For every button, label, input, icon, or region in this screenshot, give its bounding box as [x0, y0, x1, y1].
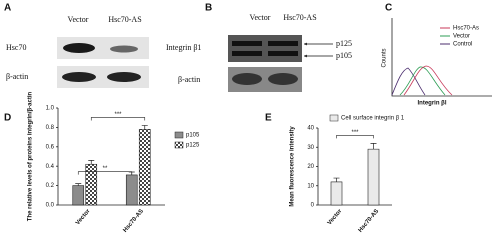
bar — [138, 129, 151, 206]
band — [268, 51, 298, 56]
column-label: Vector — [68, 15, 89, 24]
legend-label: Control — [453, 42, 472, 48]
significance-bracket — [336, 135, 374, 139]
legend-swatch — [174, 131, 184, 139]
histogram — [403, 65, 453, 96]
x-tick-label: Hsc70-AS — [358, 208, 381, 233]
row-label: β-actin — [6, 72, 28, 81]
panel-label: B — [205, 3, 212, 14]
x-tick-label: Hsc70-AS — [122, 208, 145, 233]
error-bar — [333, 177, 340, 182]
legend-swatch — [329, 114, 339, 122]
y-tick-label: 10 — [307, 183, 314, 189]
axis — [391, 18, 492, 97]
y-tick-label: 0.4 — [46, 164, 55, 170]
panel-c: C Counts Integrin βl Hsc70-As Vector Con… — [382, 3, 492, 107]
band — [110, 45, 138, 53]
band — [232, 73, 262, 85]
x-tick-label: Vector — [327, 208, 344, 226]
bar — [125, 174, 138, 206]
y-tick-label: 30 — [307, 145, 314, 151]
panel-label: A — [4, 3, 11, 14]
legend-label: Vector — [453, 34, 470, 40]
significance-bracket — [77, 171, 133, 175]
band — [62, 72, 96, 82]
y-tick-label: 20 — [307, 164, 314, 170]
bar — [330, 181, 343, 206]
y-tick-label: 40 — [307, 126, 314, 132]
legend-label: Hsc70-As — [453, 26, 479, 32]
column-label: Vector — [250, 13, 271, 22]
row-label: Hsc70 — [6, 43, 26, 52]
column-label: Hsc70-AS — [283, 13, 316, 22]
band-label: p125 — [336, 39, 352, 48]
x-tick-label: Vector — [75, 208, 92, 226]
y-label: Mean fluorescence intensity — [290, 126, 296, 207]
band — [268, 41, 298, 46]
y-tick-label: 0.8 — [46, 125, 55, 131]
error-bar — [88, 160, 95, 165]
panel-a: A Vector Hsc70-AS Hsc70 β-actin — [4, 3, 149, 88]
panel-b: B Vector Hsc70-AS Integrin β1 β-actin p1… — [166, 3, 352, 92]
legend-swatch — [174, 141, 184, 149]
band — [232, 51, 262, 56]
error-bar — [370, 143, 377, 150]
y-tick-label: 1.0 — [46, 106, 55, 112]
histogram — [391, 67, 426, 96]
significance-label: ** — [103, 166, 108, 172]
y-tick-label: 0 — [311, 203, 315, 209]
y-label: Counts — [382, 48, 388, 67]
bar — [72, 185, 85, 206]
legend-label: p105 — [186, 133, 200, 139]
column-label: Hsc70-AS — [108, 15, 141, 24]
panel-label: D — [4, 113, 11, 124]
band — [232, 41, 262, 46]
panel-label: C — [385, 3, 392, 14]
x-label: Integrin βl — [418, 101, 447, 107]
band — [268, 73, 298, 85]
error-bar — [75, 183, 82, 186]
blot — [57, 66, 149, 88]
bar — [367, 148, 380, 206]
blot — [228, 35, 302, 62]
significance-bracket — [90, 117, 146, 121]
y-tick-label: 0.2 — [46, 183, 55, 189]
row-label: Integrin β1 — [166, 43, 201, 52]
significance-label: *** — [351, 130, 359, 136]
legend-label: Cell surface integrin β 1 — [341, 116, 405, 122]
y-tick-label: 0.6 — [46, 144, 55, 150]
y-label: The relative levels of proteins integrin… — [28, 91, 34, 221]
panel-label: E — [265, 113, 272, 124]
band-label: p105 — [336, 51, 352, 60]
significance-label: *** — [114, 112, 122, 118]
band — [107, 72, 141, 82]
bar — [85, 163, 98, 206]
legend-label: p125 — [186, 143, 200, 149]
band — [63, 43, 95, 53]
histogram — [399, 66, 446, 96]
y-tick-label: 0.0 — [46, 203, 55, 209]
row-label: β-actin — [178, 75, 200, 84]
error-bar — [141, 125, 148, 130]
axis — [317, 128, 392, 206]
blot — [57, 37, 149, 59]
